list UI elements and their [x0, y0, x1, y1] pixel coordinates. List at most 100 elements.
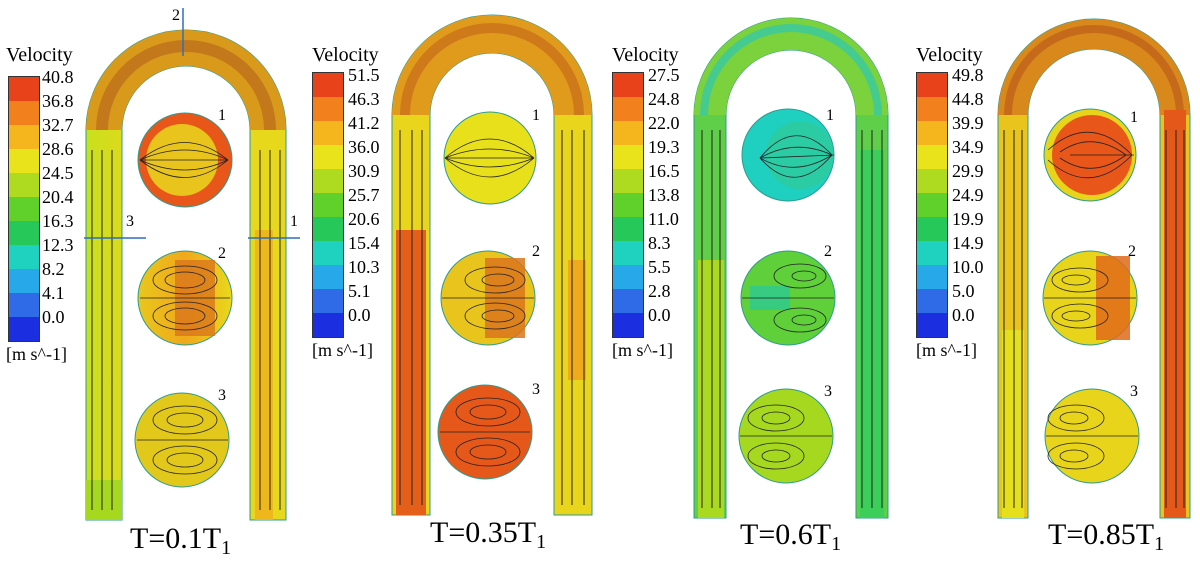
- legend-tick: 12.3: [42, 235, 74, 255]
- panel-t-0-6: Velocity 27.5 24.8 22.0 19.3 16.5 13.8 1…: [600, 0, 900, 564]
- legend-unit: [m s^-1]: [612, 340, 673, 360]
- legend-tick: 51.5: [348, 65, 380, 85]
- panel-t-0-35: Velocity 51.5 46.3 41.2 36.0 30.9 25.7 2…: [300, 0, 600, 564]
- legend-tick: 46.3: [348, 89, 380, 109]
- legend-tick: 24.8: [648, 89, 680, 109]
- legend-tick: 34.9: [952, 137, 984, 157]
- legend-tick: 39.9: [952, 113, 984, 133]
- section-label-2: 2: [824, 243, 832, 260]
- section-label-3: 3: [532, 381, 540, 398]
- legend-tick: 13.8: [648, 185, 680, 205]
- section-label-3: 3: [218, 387, 226, 404]
- legend-tick: 4.1: [42, 283, 65, 303]
- section-label-1: 1: [532, 107, 540, 124]
- legend-tick: 10.0: [952, 257, 984, 277]
- cut-label-1: 1: [290, 213, 298, 230]
- legend-tick: 40.8: [42, 67, 74, 87]
- legend-title: Velocity: [6, 44, 73, 66]
- legend-tick: 5.5: [648, 257, 671, 277]
- legend-tick: 44.8: [952, 89, 984, 109]
- legend-tick: 14.9: [952, 233, 984, 253]
- cross-section-1: [137, 112, 233, 208]
- cross-section-1: [1043, 108, 1137, 202]
- legend-tick: 8.2: [42, 259, 65, 279]
- legend-colorbar: [916, 72, 948, 338]
- legend-tick: 11.0: [648, 209, 679, 229]
- legend-tick: 30.9: [348, 161, 380, 181]
- section-label-2: 2: [218, 245, 226, 262]
- legend-tick: 20.6: [348, 209, 380, 229]
- section-label-2: 2: [532, 243, 540, 260]
- legend-tick: 0.0: [648, 305, 671, 325]
- flow-arrows: [701, 130, 883, 508]
- cross-section-3: [134, 392, 230, 488]
- legend-tick: 19.3: [648, 137, 680, 157]
- legend-tick: 2.8: [648, 281, 671, 301]
- cut-label-3: 3: [126, 213, 134, 230]
- panel-caption: T=0.1T1: [130, 522, 232, 559]
- u-tube-diagram: 1 2 3: [997, 18, 1191, 519]
- legend-unit: [m s^-1]: [312, 340, 373, 360]
- legend-tick: 16.5: [648, 161, 680, 181]
- cross-section-1: [443, 111, 537, 205]
- section-label-1: 1: [218, 107, 226, 124]
- u-tube-bend: [86, 30, 286, 130]
- legend-title: Velocity: [612, 44, 679, 66]
- panel-t-0-85: Velocity 49.8 44.8 39.9 34.9 29.9 24.9 1…: [900, 0, 1200, 564]
- section-label-1: 1: [1130, 109, 1138, 126]
- section-label-3: 3: [1130, 383, 1138, 400]
- cross-section-3: [1044, 388, 1140, 484]
- legend-tick: 24.5: [42, 163, 74, 183]
- legend-tick: 15.4: [348, 233, 380, 253]
- legend-tick: 8.3: [648, 233, 671, 253]
- legend-colorbar: [8, 76, 40, 342]
- cross-section-2: [440, 250, 536, 346]
- panel-t-0-1: Velocity 40.8 36.8 32.7 28.6 24.5 20.4 1…: [0, 0, 300, 564]
- legend-unit: [m s^-1]: [916, 340, 977, 360]
- legend-tick: 29.9: [952, 161, 984, 181]
- panel-caption: T=0.85T1: [1048, 518, 1165, 555]
- legend-tick: 49.8: [952, 65, 984, 85]
- section-label-1: 1: [826, 107, 834, 124]
- cross-section-2: [1042, 250, 1138, 346]
- legend-tick: 10.3: [348, 257, 380, 277]
- legend-tick: 32.7: [42, 115, 74, 135]
- legend-title: Velocity: [312, 44, 379, 66]
- legend-tick: 22.0: [648, 113, 680, 133]
- panel-caption: T=0.35T1: [430, 516, 547, 553]
- panel-caption: T=0.6T1: [740, 518, 842, 555]
- legend-tick: 19.9: [952, 209, 984, 229]
- legend-tick: 25.7: [348, 185, 380, 205]
- legend-tick: 16.3: [42, 211, 74, 231]
- legend-colorbar: [612, 72, 644, 338]
- legend-tick: 36.8: [42, 91, 74, 111]
- cross-section-1: [741, 108, 835, 202]
- legend-tick: 20.4: [42, 187, 74, 207]
- section-label-3: 3: [824, 383, 832, 400]
- legend-tick: 28.6: [42, 139, 74, 159]
- legend-tick: 0.0: [42, 307, 65, 327]
- cross-section-3: [738, 388, 834, 484]
- cross-section-2: [137, 250, 233, 346]
- legend-tick: 36.0: [348, 137, 380, 157]
- u-tube-diagram: 2 3 1: [84, 7, 300, 521]
- u-tube-diagram: 1 2 3: [693, 17, 889, 519]
- u-tube-diagram: 1 2 3: [391, 14, 593, 516]
- legend-unit: [m s^-1]: [6, 344, 67, 364]
- legend-tick: 5.1: [348, 281, 371, 301]
- legend-tick: 0.0: [348, 305, 371, 325]
- legend-colorbar: [312, 72, 344, 338]
- flow-arrows: [399, 130, 585, 505]
- legend-tick: 5.0: [952, 281, 975, 301]
- section-label-2: 2: [1128, 243, 1136, 260]
- cross-section-3: [437, 384, 533, 480]
- cross-section-2: [740, 250, 836, 346]
- legend-tick: 41.2: [348, 113, 380, 133]
- legend-tick: 27.5: [648, 65, 680, 85]
- flow-arrows: [91, 150, 281, 510]
- flow-arrows: [1003, 130, 1185, 508]
- legend-tick: 0.0: [952, 305, 975, 325]
- cut-label-2: 2: [172, 7, 180, 24]
- legend-tick: 24.9: [952, 185, 984, 205]
- legend-title: Velocity: [916, 44, 983, 66]
